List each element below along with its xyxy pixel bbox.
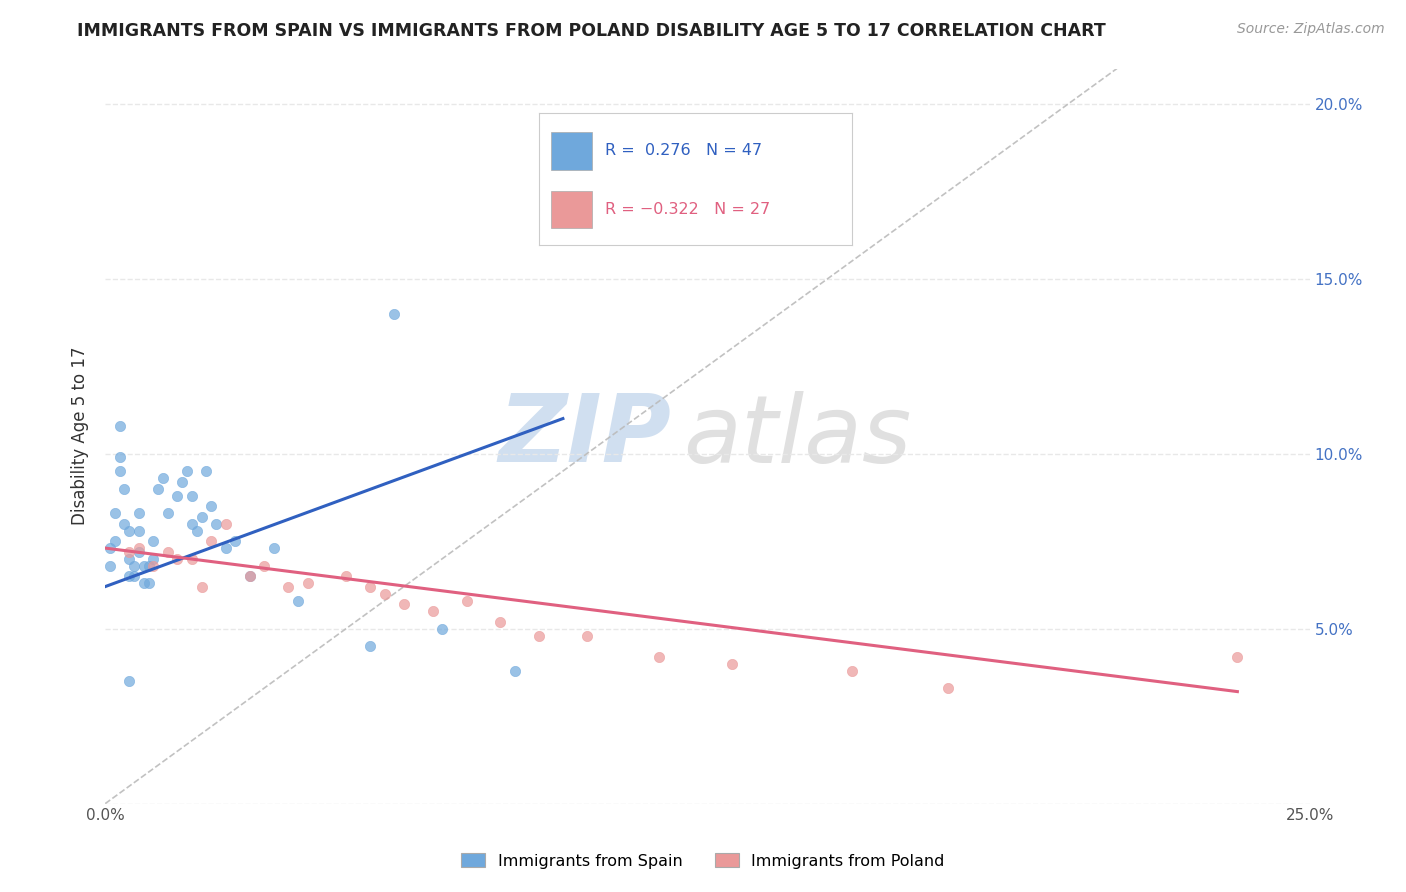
Point <box>122 558 145 573</box>
Point <box>118 674 141 689</box>
Point <box>166 489 188 503</box>
Point <box>142 551 165 566</box>
Point <box>527 629 550 643</box>
Point <box>214 516 236 531</box>
Point <box>128 524 150 538</box>
Point <box>392 597 415 611</box>
Point <box>224 534 246 549</box>
Point <box>359 639 381 653</box>
Point <box>118 524 141 538</box>
Point <box>181 516 204 531</box>
Point <box>181 551 204 566</box>
Point <box>138 576 160 591</box>
Point <box>98 558 121 573</box>
Point <box>181 489 204 503</box>
Point <box>114 482 136 496</box>
Y-axis label: Disability Age 5 to 17: Disability Age 5 to 17 <box>72 347 89 525</box>
Point <box>108 464 131 478</box>
Point <box>359 580 381 594</box>
Point <box>176 464 198 478</box>
Point <box>432 622 454 636</box>
Point <box>287 593 309 607</box>
Point <box>166 551 188 566</box>
Point <box>148 482 170 496</box>
Point <box>335 569 357 583</box>
Text: atlas: atlas <box>683 391 911 482</box>
Point <box>239 569 262 583</box>
Point <box>200 534 222 549</box>
Point <box>128 506 150 520</box>
Point <box>108 418 131 433</box>
Point <box>142 534 165 549</box>
Point <box>374 586 396 600</box>
Point <box>118 551 141 566</box>
Point <box>156 506 179 520</box>
Point <box>118 569 141 583</box>
Point <box>456 593 478 607</box>
Point <box>503 664 526 678</box>
Text: Source: ZipAtlas.com: Source: ZipAtlas.com <box>1237 22 1385 37</box>
Text: IMMIGRANTS FROM SPAIN VS IMMIGRANTS FROM POLAND DISABILITY AGE 5 TO 17 CORRELATI: IMMIGRANTS FROM SPAIN VS IMMIGRANTS FROM… <box>77 22 1107 40</box>
Point <box>936 681 959 695</box>
Point <box>489 615 512 629</box>
Point <box>1226 649 1249 664</box>
Point <box>195 464 218 478</box>
Point <box>128 544 150 558</box>
Point <box>297 576 319 591</box>
Point <box>132 576 155 591</box>
Point <box>186 524 208 538</box>
Point <box>104 534 127 549</box>
Point <box>142 558 165 573</box>
Point <box>277 580 299 594</box>
Point <box>190 509 212 524</box>
Point <box>122 569 145 583</box>
Point <box>138 558 160 573</box>
Point <box>200 499 222 513</box>
Point <box>132 558 155 573</box>
Point <box>551 131 574 145</box>
Point <box>128 541 150 555</box>
Point <box>214 541 236 555</box>
Point <box>190 580 212 594</box>
Point <box>205 516 228 531</box>
Point <box>575 629 598 643</box>
Point <box>152 471 174 485</box>
Point <box>114 516 136 531</box>
Point <box>239 569 262 583</box>
Point <box>108 450 131 464</box>
Text: ZIP: ZIP <box>498 390 671 482</box>
Point <box>382 307 405 321</box>
Point <box>172 475 194 489</box>
Point <box>98 541 121 555</box>
Point <box>648 649 671 664</box>
Point <box>263 541 285 555</box>
Point <box>104 506 127 520</box>
Legend: Immigrants from Spain, Immigrants from Poland: Immigrants from Spain, Immigrants from P… <box>454 847 952 875</box>
Point <box>253 558 276 573</box>
Point <box>156 544 179 558</box>
Point <box>422 604 444 618</box>
Point <box>841 664 863 678</box>
Point <box>118 544 141 558</box>
Point <box>720 657 742 671</box>
